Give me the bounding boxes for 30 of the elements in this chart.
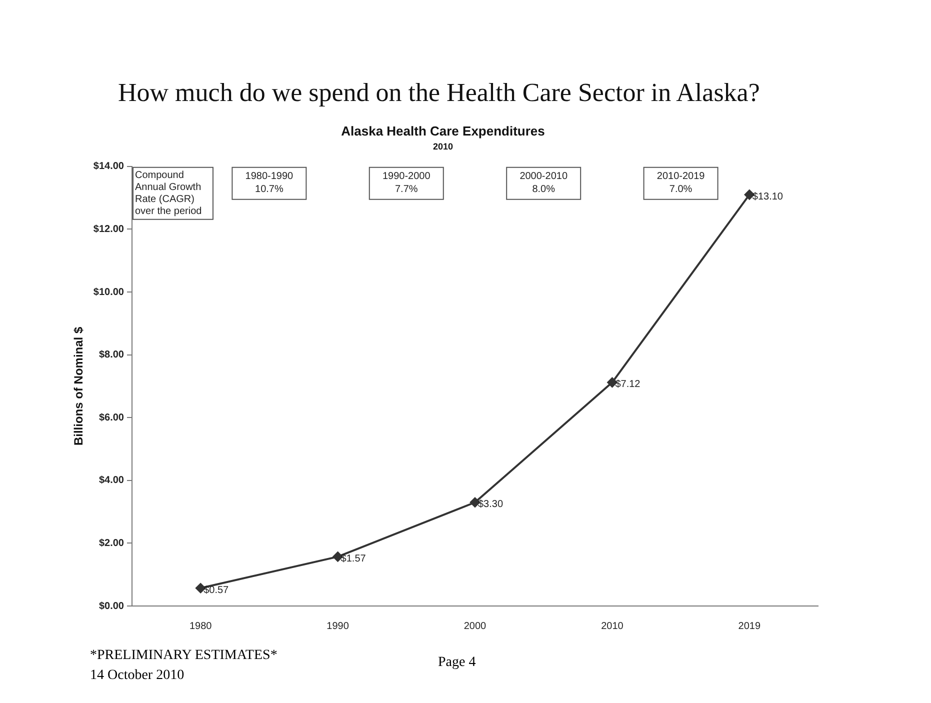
annotation: 2000-2010 8.0% bbox=[520, 171, 568, 196]
annotation: 1980-1990 10.7% bbox=[245, 171, 294, 196]
annotation: 1990-2000 7.7% bbox=[382, 171, 431, 196]
text: *PRELIMINARY ESTIMATES* bbox=[90, 648, 278, 664]
y-tick-label: $4.00 bbox=[98, 475, 124, 486]
data-label: $7.12 bbox=[615, 379, 641, 390]
y-tick-label: $6.00 bbox=[98, 412, 124, 424]
text: 2010 bbox=[432, 141, 454, 152]
y-tick-label: $10.00 bbox=[93, 286, 124, 298]
x-tick-label: 2000 bbox=[464, 620, 487, 632]
chart-subtitle: Alaska Health Care Expenditures bbox=[341, 123, 545, 138]
data-label: $1.57 bbox=[340, 553, 366, 564]
y-axis-title: Billions of Nominal $ bbox=[72, 326, 86, 446]
text: Page 4 bbox=[438, 655, 476, 671]
y-tick-label: $0.00 bbox=[98, 600, 124, 612]
x-tick-label: 2010 bbox=[601, 620, 624, 632]
data-label: $0.57 bbox=[204, 584, 230, 596]
x-tick-label: 1990 bbox=[326, 620, 350, 632]
x-tick-label: 1980 bbox=[189, 620, 212, 632]
data-label: $3.30 bbox=[478, 499, 504, 510]
annotation: Compound Annual Growth Rate (CAGR) over the period bbox=[134, 170, 202, 218]
annotation: 2010-2019 7.0% bbox=[656, 171, 706, 196]
data-label: $13.10 bbox=[752, 191, 784, 202]
y-tick-label: $2.00 bbox=[98, 538, 124, 549]
y-tick-label: $8.00 bbox=[98, 350, 124, 361]
text: 14 October 2010 bbox=[90, 668, 184, 684]
chart-title: How much do we spend on the Health Care Sector in Alaska? bbox=[118, 78, 760, 108]
y-tick-label: $12.00 bbox=[93, 224, 124, 235]
x-tick-label: 2019 bbox=[738, 620, 761, 632]
y-tick-label: $14.00 bbox=[93, 161, 124, 172]
